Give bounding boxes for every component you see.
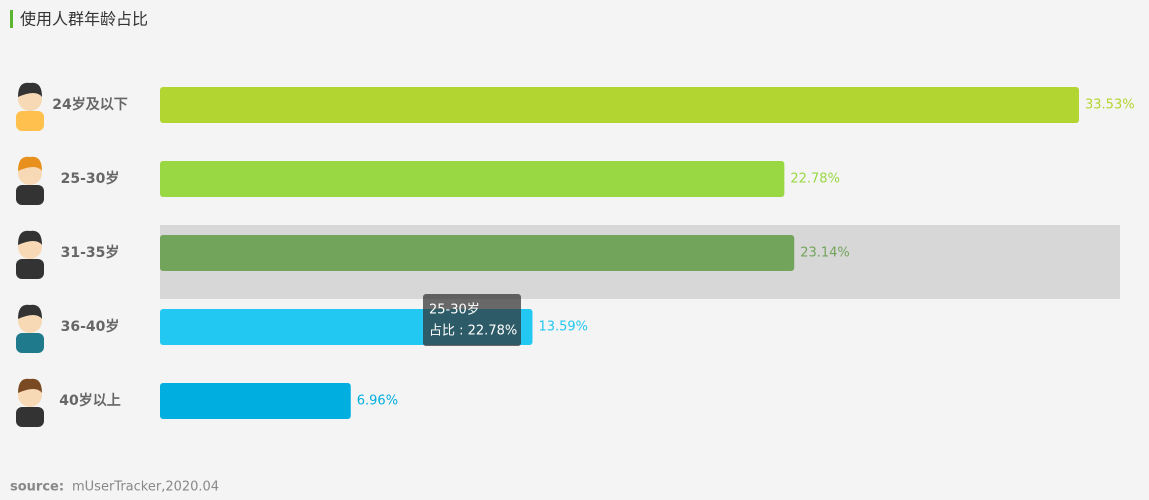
- category-label: 36-40岁: [61, 318, 120, 335]
- value-label: 13.59%: [538, 320, 588, 335]
- avatar: [16, 82, 44, 131]
- category-label: 31-35岁: [61, 244, 120, 261]
- category-label: 24岁及以下: [52, 96, 127, 113]
- avatar: [16, 230, 44, 279]
- source-label: source:: [10, 480, 64, 495]
- avatar-body: [16, 407, 44, 427]
- avatar: [16, 156, 44, 205]
- tooltip-box: [423, 294, 521, 346]
- chart-title: 使用人群年龄占比: [20, 10, 148, 29]
- avatar-hair: [18, 230, 42, 245]
- tooltip-text: 占比 : 22.78%: [429, 324, 517, 339]
- value-label: 23.14%: [800, 246, 850, 261]
- avatar-hair: [18, 304, 42, 319]
- bar: [160, 87, 1079, 123]
- category-label: 25-30岁: [61, 170, 120, 187]
- value-label: 33.53%: [1085, 98, 1135, 113]
- avatar-body: [16, 259, 44, 279]
- avatar-body: [16, 111, 44, 131]
- value-label: 6.96%: [357, 394, 398, 409]
- avatar-hair: [18, 82, 42, 97]
- value-label: 22.78%: [790, 172, 840, 187]
- avatar: [16, 304, 44, 353]
- avatar-body: [16, 185, 44, 205]
- avatar-body: [16, 333, 44, 353]
- tooltip: 25-30岁 占比 : 22.78%: [423, 294, 521, 346]
- bar: [160, 383, 351, 419]
- avatar-hair: [18, 378, 42, 393]
- title-marker: [10, 10, 13, 28]
- avatar: [16, 378, 44, 427]
- bar: [160, 235, 795, 271]
- category-label: 40岁以上: [59, 392, 120, 409]
- tooltip-title: 25-30岁: [429, 303, 480, 318]
- source: mUserTracker,2020.04: [72, 480, 219, 495]
- bar: [160, 161, 785, 197]
- avatar-hair: [18, 156, 42, 171]
